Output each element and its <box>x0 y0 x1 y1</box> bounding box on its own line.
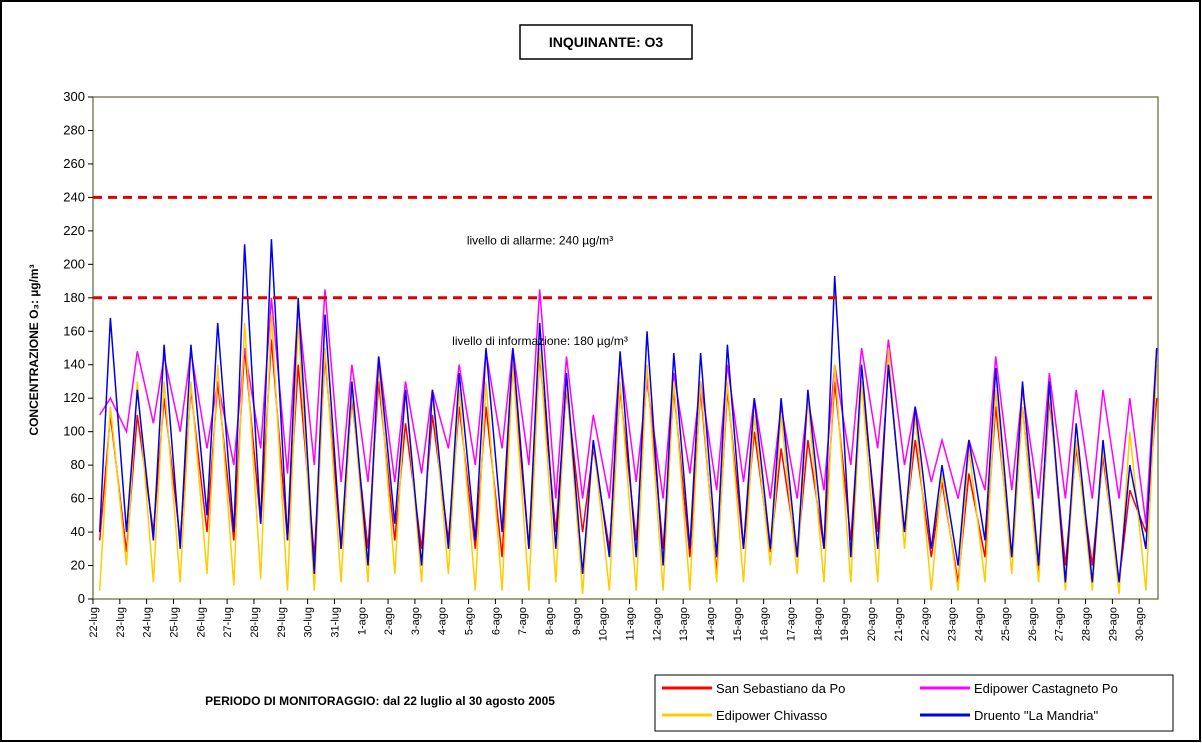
x-tick-label: 19-ago <box>839 607 851 641</box>
x-tick-label: 2-ago <box>383 607 395 635</box>
y-axis-label: CONCENTRAZIONE O₃: µg/m³ <box>27 264 41 435</box>
y-tick-label: 140 <box>63 357 85 372</box>
y-tick-label: 100 <box>63 424 85 439</box>
x-tick-label: 30-ago <box>1134 607 1146 641</box>
legend-label: Edipower Chivasso <box>716 708 827 723</box>
series-line <box>99 289 1158 524</box>
y-tick-label: 260 <box>63 156 85 171</box>
y-tick-label: 40 <box>71 524 85 539</box>
x-tick-label: 9-ago <box>571 607 583 635</box>
x-tick-label: 27-lug <box>222 607 234 638</box>
series-line <box>98 314 1158 595</box>
series-line <box>98 239 1158 583</box>
x-tick-label: 27-ago <box>1054 607 1066 641</box>
chart-title: INQUINANTE: O3 <box>549 34 664 50</box>
x-tick-label: 4-ago <box>437 607 449 635</box>
x-tick-label: 18-ago <box>812 607 824 641</box>
y-tick-label: 300 <box>63 89 85 104</box>
threshold-label: livello di informazione: 180 µg/m³ <box>452 334 628 348</box>
x-tick-label: 7-ago <box>517 607 529 635</box>
x-tick-label: 29-lug <box>276 607 288 638</box>
x-tick-label: 25-ago <box>1000 607 1012 641</box>
x-tick-label: 11-ago <box>625 607 637 640</box>
x-tick-label: 6-ago <box>490 607 502 635</box>
y-tick-label: 280 <box>63 122 85 137</box>
x-tick-label: 26-lug <box>195 607 207 638</box>
x-tick-label: 24-ago <box>973 607 985 641</box>
x-tick-label: 29-ago <box>1107 607 1119 641</box>
legend-label: Druento "La Mandria" <box>974 708 1099 723</box>
x-tick-label: 14-ago <box>705 607 717 641</box>
x-tick-label: 23-lug <box>115 607 127 638</box>
y-tick-label: 20 <box>71 558 85 573</box>
x-tick-label: 28-ago <box>1081 607 1093 641</box>
legend-label: Edipower Castagneto Po <box>974 681 1118 696</box>
plot-area <box>92 96 1159 600</box>
x-tick-label: 26-ago <box>1027 607 1039 641</box>
x-tick-label: 16-ago <box>759 607 771 641</box>
subtitle: PERIODO DI MONITORAGGIO: dal 22 luglio a… <box>205 694 555 708</box>
x-tick-label: 8-ago <box>544 607 556 635</box>
x-tick-label: 1-ago <box>356 607 368 635</box>
x-tick-label: 13-ago <box>678 607 690 641</box>
y-tick-label: 240 <box>63 189 85 204</box>
y-tick-label: 120 <box>63 390 85 405</box>
threshold-label: livello di allarme: 240 µg/m³ <box>467 233 613 247</box>
x-tick-label: 28-lug <box>249 607 261 638</box>
x-tick-label: 31-lug <box>329 607 341 638</box>
x-tick-label: 20-ago <box>866 607 878 641</box>
x-tick-label: 22-ago <box>920 607 932 641</box>
y-tick-label: 80 <box>71 457 85 472</box>
x-tick-label: 5-ago <box>464 607 476 635</box>
y-tick-label: 0 <box>78 591 85 606</box>
x-tick-label: 17-ago <box>785 607 797 641</box>
y-tick-label: 60 <box>71 491 85 506</box>
title-box <box>519 24 693 60</box>
x-tick-label: 12-ago <box>651 607 663 641</box>
y-tick-label: 180 <box>63 290 85 305</box>
x-tick-label: 30-lug <box>303 607 315 638</box>
x-tick-label: 24-lug <box>142 607 154 638</box>
x-tick-label: 25-lug <box>168 607 180 638</box>
x-tick-label: 15-ago <box>732 607 744 641</box>
y-tick-label: 160 <box>63 323 85 338</box>
legend-label: San Sebastiano da Po <box>716 681 845 696</box>
legend-box <box>654 674 1174 732</box>
x-tick-label: 3-ago <box>410 607 422 635</box>
x-tick-label: 21-ago <box>893 607 905 641</box>
x-tick-label: 23-ago <box>946 607 958 641</box>
x-tick-label: 10-ago <box>598 607 610 641</box>
x-tick-label: 22-lug <box>88 607 100 638</box>
y-tick-label: 220 <box>63 223 85 238</box>
y-tick-label: 200 <box>63 256 85 271</box>
